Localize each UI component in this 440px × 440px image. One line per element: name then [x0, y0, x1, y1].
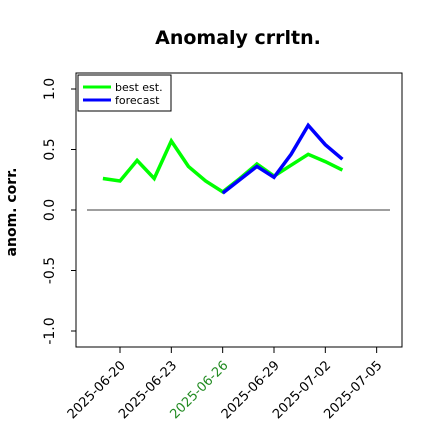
- series-line-0: [102, 137, 344, 195]
- legend-label-best-est: best est.: [115, 81, 163, 94]
- series-layer: [102, 122, 344, 195]
- legend: best est. forecast: [77, 74, 172, 112]
- chart-title: Anomaly crrltn.: [155, 27, 321, 49]
- y-tick-label: 1.0: [42, 78, 58, 100]
- series-line-1: [221, 122, 344, 195]
- y-tick-label: -1.0: [42, 317, 58, 344]
- y-axis: -1.0 -0.5 0.0 0.5 1.0: [42, 78, 76, 345]
- legend-box: [77, 74, 172, 112]
- y-tick-label: -0.5: [42, 257, 58, 284]
- legend-label-forecast: forecast: [115, 94, 160, 107]
- y-axis-label: anom. corr.: [4, 168, 20, 257]
- x-axis: 2025-06-202025-06-232025-06-262025-06-29…: [65, 347, 385, 422]
- y-tick-label: 0.0: [42, 199, 58, 221]
- y-tick-label: 0.5: [42, 138, 58, 160]
